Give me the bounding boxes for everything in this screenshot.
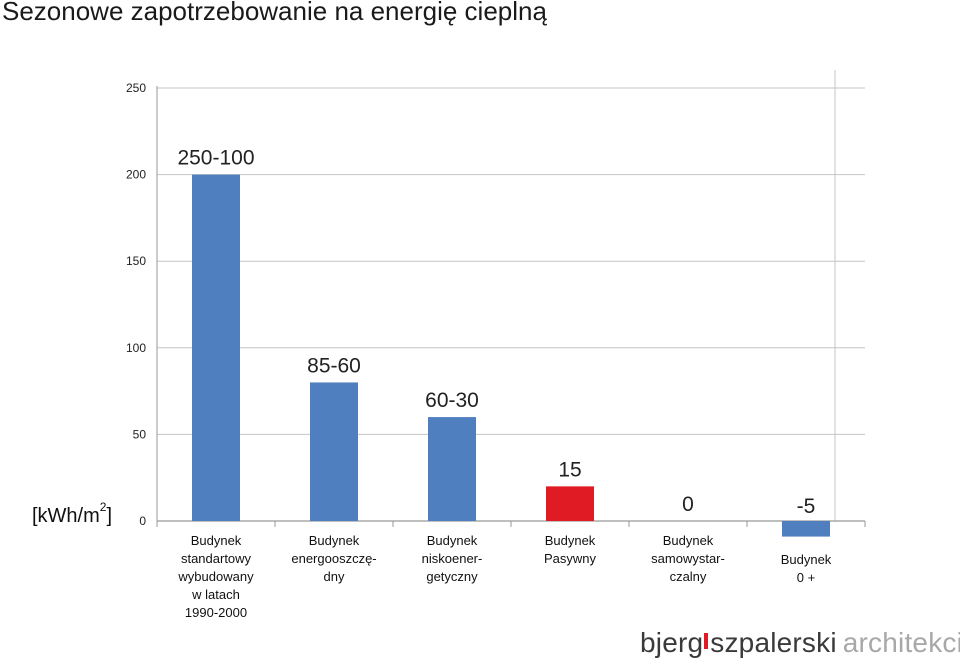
logo-text-szpalerski: szpalerski xyxy=(710,627,837,658)
category-label-3: Budynek niskoener-getyczny xyxy=(422,533,483,584)
category-label-line: samowystar- xyxy=(651,551,725,566)
category-label-line: dny xyxy=(324,569,345,584)
data-label-3: 60-30 xyxy=(425,389,479,412)
bar-2 xyxy=(310,382,358,521)
grid-lines xyxy=(157,70,865,521)
category-label-line: Budynek xyxy=(309,533,360,548)
category-label-line: czalny xyxy=(670,569,707,584)
bars xyxy=(192,174,830,537)
category-label-5: Budynek samowystar-czalny xyxy=(651,533,725,584)
category-label-line: niskoener- xyxy=(422,551,483,566)
category-label-line: Budynek xyxy=(191,533,242,548)
category-label-line: energooszczę- xyxy=(291,551,376,566)
data-label-6: -5 xyxy=(797,495,816,518)
category-label-4: Budynek Pasywny xyxy=(544,533,597,566)
data-label-2: 85-60 xyxy=(307,354,361,377)
y-tick-label-250: 250 xyxy=(126,81,146,95)
company-logo: bjerg szpalerski architekci xyxy=(640,627,960,659)
logo-text-bjerg: bjerg xyxy=(640,627,704,658)
category-label-line: Budynek xyxy=(781,552,832,567)
page-title: Sezonowe zapotrzebowanie na energię ciep… xyxy=(2,0,547,26)
category-label-line: Budynek xyxy=(427,533,478,548)
category-label-6: Budynek 0 + xyxy=(781,552,832,585)
bar-3 xyxy=(428,417,476,521)
y-tick-label-100: 100 xyxy=(126,341,146,355)
data-label-1: 250-100 xyxy=(177,147,254,170)
category-label-1: Budynek standartowy wybudowany w latach 1990… xyxy=(177,533,254,620)
bar-6 xyxy=(782,521,830,537)
category-label-line: wybudowany xyxy=(177,569,254,584)
data-label-4: 15 xyxy=(558,458,581,481)
category-label-line: standartowy xyxy=(181,551,252,566)
axes xyxy=(156,86,866,527)
logo-text-architekci: architekci xyxy=(842,627,960,658)
logo-red-mark xyxy=(704,633,709,649)
y-tick-label-0: 0 xyxy=(139,514,146,528)
category-label-line: Pasywny xyxy=(544,551,597,566)
category-label-line: Budynek xyxy=(545,533,596,548)
y-axis-label: [kWh/m2] xyxy=(32,500,112,527)
y-tick-label-150: 150 xyxy=(126,254,146,268)
category-label-line: 0 + xyxy=(797,570,815,585)
category-label-line: getyczny xyxy=(426,569,478,584)
bar-4 xyxy=(546,486,594,521)
y-tick-label-200: 200 xyxy=(126,168,146,182)
bar-1 xyxy=(192,174,240,521)
category-label-line: 1990-2000 xyxy=(185,605,247,620)
category-label-2: Budynek energooszczę-dny xyxy=(291,533,376,584)
category-label-line: w latach xyxy=(191,587,240,602)
category-label-line: Budynek xyxy=(663,533,714,548)
y-tick-label-50: 50 xyxy=(133,427,147,441)
data-label-5: 0 xyxy=(682,493,694,516)
